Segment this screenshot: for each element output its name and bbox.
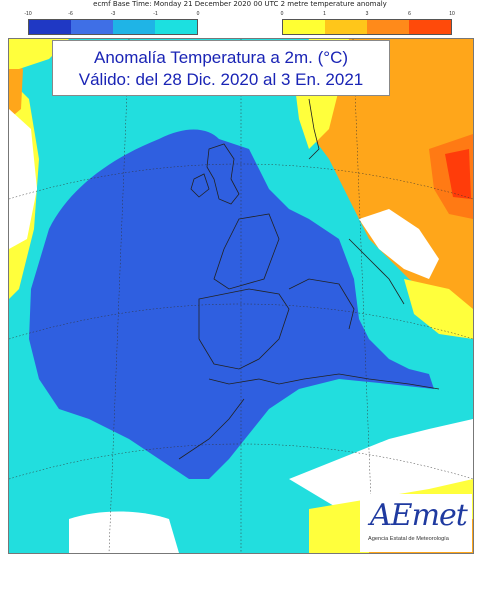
- white-bottom: [69, 511, 179, 553]
- white-west: [9, 109, 37, 249]
- legend-warm-ticks: 0 1 3 6 10: [280, 11, 455, 19]
- header-text: ecmf Base Time: Monday 21 December 2020 …: [93, 0, 387, 8]
- white-balkans: [359, 209, 439, 279]
- legend-tick: 10: [449, 11, 455, 17]
- red-east: [445, 149, 471, 199]
- legend-tick: -1: [153, 11, 158, 17]
- map-validity: Válido: del 28 Dic. 2020 al 3 En. 2021: [78, 70, 364, 89]
- cold-anomaly-area: [29, 129, 434, 479]
- map-title-box: Anomalía Temperatura a 2m. (°C) Válido: …: [52, 40, 390, 96]
- legend-tick: -10: [24, 11, 32, 17]
- graticule: [9, 39, 473, 553]
- legend-cold: -10 -6 -3 -1 0: [24, 11, 200, 35]
- legend-cold-ticks: -10 -6 -3 -1 0: [24, 11, 200, 19]
- aemet-logo: AEmet Agencia Estatal de Meteorología: [360, 494, 472, 552]
- legend-warm-bar: [282, 19, 452, 35]
- aemet-logo-mark: AEmet: [370, 498, 468, 533]
- map-canvas: [9, 39, 473, 553]
- orange-east: [314, 39, 473, 309]
- legend-tick: 0: [280, 11, 284, 17]
- map-title: Anomalía Temperatura a 2m. (°C): [93, 48, 349, 67]
- orange-west: [9, 59, 23, 119]
- legend-swatch: [283, 20, 325, 34]
- legend-swatch: [409, 20, 451, 34]
- anomaly-map: [8, 38, 474, 554]
- legend-tick: -6: [68, 11, 73, 17]
- legend-swatch: [325, 20, 367, 34]
- legend-swatch: [113, 20, 155, 34]
- legend-tick: -3: [110, 11, 116, 17]
- legend-tick: 0: [196, 11, 200, 17]
- legend-tick: 6: [408, 11, 411, 17]
- coastlines: [178, 98, 440, 460]
- aemet-logo-subtitle: Agencia Estatal de Meteorología: [368, 536, 449, 542]
- legend-warm: 0 1 3 6 10: [280, 11, 455, 35]
- legend-tick: 1: [323, 11, 326, 17]
- legend-swatch: [29, 20, 71, 34]
- yellow-east: [404, 279, 473, 339]
- legend-swatch: [155, 20, 197, 34]
- legend-tick: 3: [365, 11, 369, 17]
- legend-cold-bar: [28, 19, 198, 35]
- legend-swatch: [367, 20, 409, 34]
- legend-swatch: [71, 20, 113, 34]
